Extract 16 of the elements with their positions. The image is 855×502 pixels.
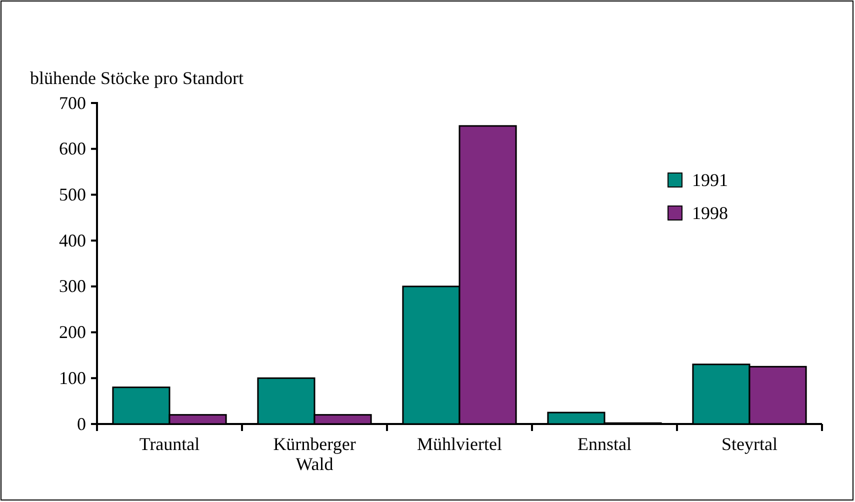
y-tick-label: 400 — [59, 230, 86, 250]
legend-label: 1998 — [692, 203, 728, 223]
y-tick-label: 700 — [59, 92, 86, 113]
legend-label: 1991 — [692, 170, 728, 190]
x-tick-label: Ennstal — [578, 434, 632, 454]
x-tick-label: Mühlviertel — [417, 434, 502, 454]
y-tick-label: 200 — [59, 322, 86, 342]
y-tick-label: 500 — [59, 184, 86, 204]
x-tick-label: Trauntal — [139, 434, 200, 454]
y-tick-label: 300 — [59, 276, 86, 296]
x-tick-label: Kürnberger Wald — [273, 434, 356, 474]
y-tick-label: 100 — [59, 368, 86, 388]
y-tick-label: 600 — [59, 138, 86, 159]
x-tick-label: Steyrtal — [722, 434, 778, 454]
chart-title: blühende Stöcke pro Standort — [30, 68, 244, 88]
y-tick-label: 0 — [77, 414, 86, 434]
